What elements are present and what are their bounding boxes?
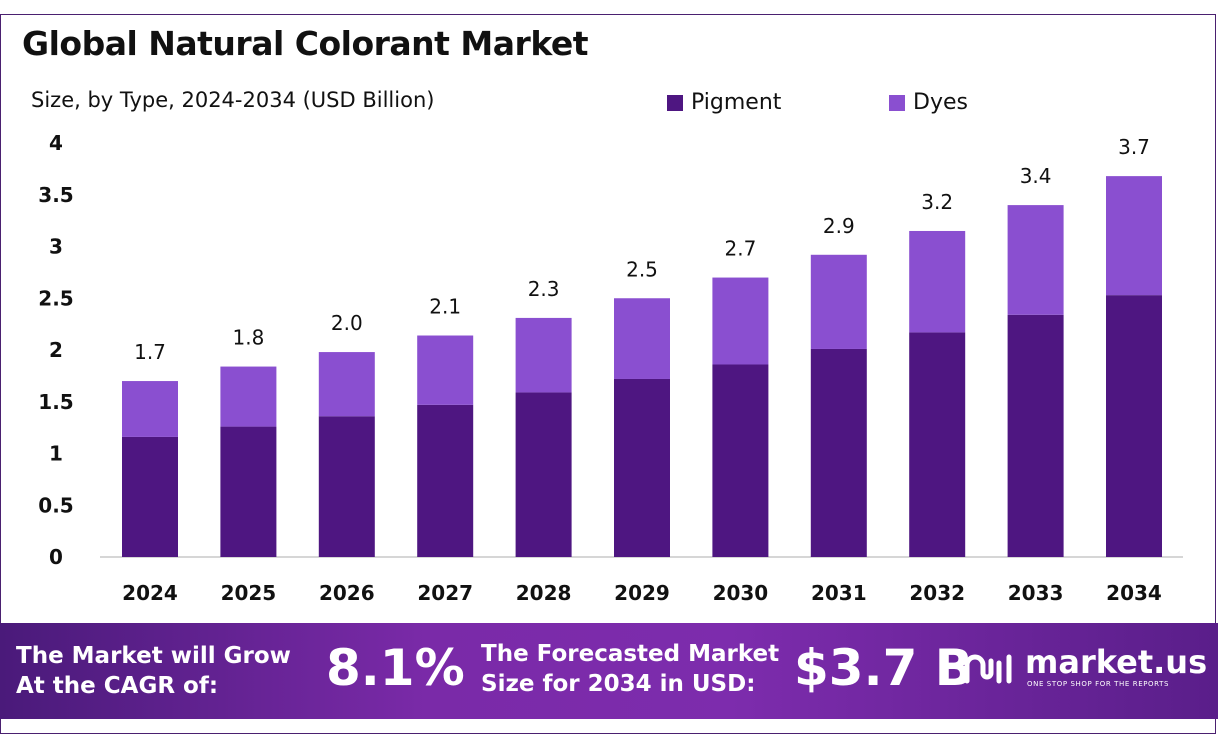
chart-subtitle: Size, by Type, 2024-2034 (USD Billion)	[31, 88, 435, 112]
data-label-total: 2.5	[626, 257, 658, 281]
y-tick-label: 1	[49, 442, 63, 466]
x-tick-label: 2027	[417, 581, 473, 605]
bar-dyes	[614, 298, 670, 379]
y-tick-label: 3.5	[38, 183, 73, 207]
bar-dyes	[318, 352, 375, 417]
y-tick-label: 2.5	[38, 286, 73, 310]
bar-pigment	[220, 426, 277, 557]
cagr-label-line1: The Market will Grow	[16, 643, 291, 669]
x-tick-label: 2033	[1008, 581, 1064, 605]
data-label-total: 3.2	[921, 190, 953, 214]
chart-title: Global Natural Colorant Market	[22, 24, 589, 63]
bar-dyes	[220, 366, 277, 427]
bar-dyes	[417, 335, 474, 405]
cagr-label-line2: At the CAGR of:	[16, 673, 219, 699]
x-tick-label: 2028	[516, 581, 572, 605]
legend-item-dyes: Dyes	[889, 90, 968, 115]
bar-dyes	[810, 254, 867, 349]
legend-item-pigment: Pigment	[667, 90, 781, 115]
bar-dyes	[909, 230, 966, 333]
x-tick-label: 2034	[1106, 581, 1162, 605]
bar-pigment	[614, 378, 670, 557]
bar-pigment	[417, 404, 474, 557]
y-tick-label: 0	[49, 545, 63, 569]
data-label-total: 3.7	[1118, 135, 1150, 159]
brand-tagline: ONE STOP SHOP FOR THE REPORTS	[1027, 680, 1170, 688]
data-label-total: 2.1	[429, 295, 461, 319]
x-tick-label: 2030	[713, 581, 769, 605]
x-tick-label: 2031	[811, 581, 867, 605]
y-tick-label: 0.5	[38, 493, 73, 517]
bar-dyes	[1106, 176, 1162, 296]
data-label-total: 2.0	[331, 311, 363, 335]
y-tick-label: 2	[49, 338, 63, 362]
bar-pigment	[712, 364, 769, 557]
bar-pigment	[318, 416, 375, 557]
x-tick-label: 2025	[221, 581, 277, 605]
bar-chart: 0 0.5 1 1.5 2 2.5 3 3.5 4 1.7 2024 1.8 2025 2.0 2026 2.…	[38, 131, 1183, 605]
y-tick-label: 1.5	[38, 390, 73, 414]
data-label-total: 1.8	[232, 326, 264, 350]
legend-label-dyes: Dyes	[913, 90, 968, 115]
bar-dyes	[1007, 205, 1064, 315]
data-label-total: 2.9	[823, 214, 855, 238]
bar-dyes	[712, 277, 769, 365]
forecast-value: $3.7 B	[794, 639, 973, 697]
bar-dyes	[515, 317, 572, 393]
bar-pigment	[909, 332, 966, 557]
legend-swatch-dyes	[889, 94, 905, 111]
legend-swatch-pigment	[667, 94, 683, 111]
cagr-value: 8.1%	[326, 639, 465, 697]
legend-label-pigment: Pigment	[691, 90, 782, 115]
y-tick-label: 3	[49, 235, 63, 259]
bar-pigment	[1106, 295, 1162, 557]
bar-pigment	[122, 436, 178, 557]
forecast-label-line2: Size for 2034 in USD:	[481, 671, 756, 697]
data-label-total: 2.3	[528, 277, 560, 301]
data-label-total: 3.4	[1020, 164, 1052, 188]
y-tick-label: 4	[49, 131, 63, 155]
bar-dyes	[122, 381, 178, 437]
data-label-total: 2.7	[724, 237, 756, 261]
footer-banner: The Market will Grow At the CAGR of: 8.1…	[0, 623, 1218, 719]
forecast-label: The Forecasted Market Size for 2034 in U…	[481, 639, 779, 699]
bar-pigment	[810, 348, 867, 557]
x-tick-label: 2026	[319, 581, 375, 605]
data-label-total: 1.7	[134, 340, 166, 364]
brand-name: market.us	[1025, 643, 1208, 681]
cagr-label: The Market will Grow At the CAGR of:	[16, 641, 291, 701]
x-tick-label: 2032	[909, 581, 965, 605]
bar-pigment	[515, 392, 572, 557]
x-tick-label: 2024	[122, 581, 178, 605]
forecast-label-line1: The Forecasted Market	[481, 641, 780, 667]
market-us-logo-icon	[964, 654, 1012, 684]
x-tick-label: 2029	[614, 581, 670, 605]
bar-pigment	[1007, 314, 1064, 557]
